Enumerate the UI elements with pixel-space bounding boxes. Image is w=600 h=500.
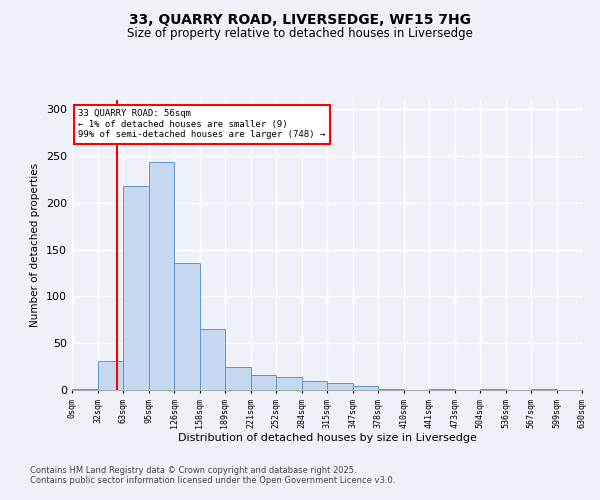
Bar: [225, 366, 251, 390]
Bar: [531, 389, 557, 390]
Bar: [302, 380, 327, 390]
Bar: [276, 377, 302, 390]
Bar: [378, 389, 404, 390]
Bar: [149, 162, 174, 390]
Bar: [174, 263, 200, 390]
Bar: [98, 361, 123, 390]
Bar: [480, 389, 506, 390]
Text: 33 QUARRY ROAD: 56sqm
← 1% of detached houses are smaller (9)
99% of semi-detach: 33 QUARRY ROAD: 56sqm ← 1% of detached h…: [79, 110, 326, 139]
Bar: [582, 389, 600, 390]
X-axis label: Distribution of detached houses by size in Liversedge: Distribution of detached houses by size …: [178, 433, 476, 443]
Bar: [429, 389, 455, 390]
Bar: [72, 389, 98, 390]
Bar: [251, 375, 276, 390]
Bar: [353, 386, 378, 390]
Bar: [327, 382, 353, 390]
Y-axis label: Number of detached properties: Number of detached properties: [31, 163, 40, 327]
Text: Size of property relative to detached houses in Liversedge: Size of property relative to detached ho…: [127, 28, 473, 40]
Text: 33, QUARRY ROAD, LIVERSEDGE, WF15 7HG: 33, QUARRY ROAD, LIVERSEDGE, WF15 7HG: [129, 12, 471, 26]
Bar: [200, 329, 225, 390]
Bar: [123, 186, 149, 390]
Text: Contains HM Land Registry data © Crown copyright and database right 2025.
Contai: Contains HM Land Registry data © Crown c…: [30, 466, 395, 485]
